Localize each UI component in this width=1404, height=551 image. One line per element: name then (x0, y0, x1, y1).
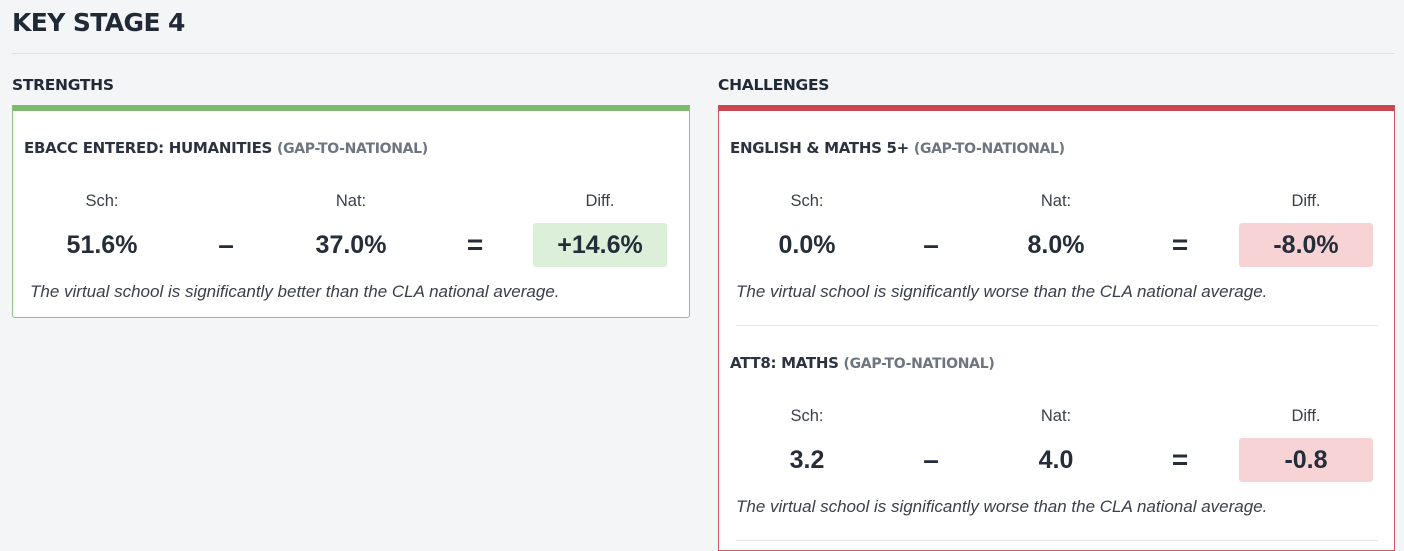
metric-title-text: ENGLISH & MATHS 5+ (730, 139, 909, 157)
metric-note: The virtual school is significantly wors… (736, 497, 1268, 516)
challenges-heading: CHALLENGES (718, 76, 830, 94)
minus-sign: – (923, 229, 939, 260)
challenges-column: CHALLENGES ENGLISH & MATHS 5+ (GAP-TO-NA… (718, 75, 1395, 551)
equals-sign: = (466, 229, 484, 260)
metric-subtitle: (GAP-TO-NATIONAL) (843, 356, 995, 372)
strengths-column: STRENGTHS EBACC ENTERED: HUMANITIES (GAP… (12, 75, 690, 318)
metric-subtitle: (GAP-TO-NATIONAL) (913, 141, 1065, 157)
metric-title-text: EBACC ENTERED: HUMANITIES (24, 139, 273, 157)
strengths-heading: STRENGTHS (12, 76, 114, 94)
metric-title-text: ATT8: MATHS (730, 354, 839, 372)
strengths-panel: EBACC ENTERED: HUMANITIES (GAP-TO-NATION… (12, 105, 690, 318)
metric-card-ebacc-humanities: EBACC ENTERED: HUMANITIES (GAP-TO-NATION… (13, 111, 689, 326)
sch-label: Sch: (85, 192, 119, 210)
equals-sign: = (1171, 444, 1189, 475)
nat-value: 37.0% (315, 231, 387, 259)
metric-card-english-maths: ENGLISH & MATHS 5+ (GAP-TO-NATIONAL) Sch… (719, 111, 1394, 326)
nat-value: 4.0 (1038, 446, 1074, 474)
item-divider (736, 325, 1378, 326)
equals-sign: = (1171, 229, 1189, 260)
sch-label: Sch: (790, 192, 824, 210)
sch-value: 51.6% (66, 231, 138, 259)
metric-note: The virtual school is significantly wors… (736, 282, 1268, 301)
challenges-panel: ENGLISH & MATHS 5+ (GAP-TO-NATIONAL) Sch… (718, 105, 1395, 551)
minus-sign: – (218, 229, 234, 260)
minus-sign: – (923, 444, 939, 475)
diff-value: -0.8 (1239, 438, 1373, 482)
item-divider (736, 540, 1378, 541)
metric-note: The virtual school is significantly bett… (30, 282, 560, 301)
nat-label: Nat: (1040, 192, 1072, 210)
metric-title: EBACC ENTERED: HUMANITIES (GAP-TO-NATION… (24, 139, 428, 157)
diff-label: Diff. (1291, 192, 1321, 210)
title-divider (12, 53, 1395, 54)
diff-value: -8.0% (1239, 223, 1373, 267)
diff-label: Diff. (585, 192, 615, 210)
sch-value: 3.2 (789, 446, 825, 474)
nat-value: 8.0% (1027, 231, 1085, 259)
metric-card-att8-maths: ATT8: MATHS (GAP-TO-NATIONAL) Sch: Nat: … (719, 326, 1394, 541)
nat-label: Nat: (335, 192, 367, 210)
diff-label: Diff. (1291, 407, 1321, 425)
nat-label: Nat: (1040, 407, 1072, 425)
metric-title: ENGLISH & MATHS 5+ (GAP-TO-NATIONAL) (730, 139, 1065, 157)
page-title: KEY STAGE 4 (12, 8, 185, 37)
diff-value: +14.6% (533, 223, 667, 267)
sch-value: 0.0% (778, 231, 836, 259)
metric-title: ATT8: MATHS (GAP-TO-NATIONAL) (730, 354, 995, 372)
metric-subtitle: (GAP-TO-NATIONAL) (276, 141, 428, 157)
sch-label: Sch: (790, 407, 824, 425)
